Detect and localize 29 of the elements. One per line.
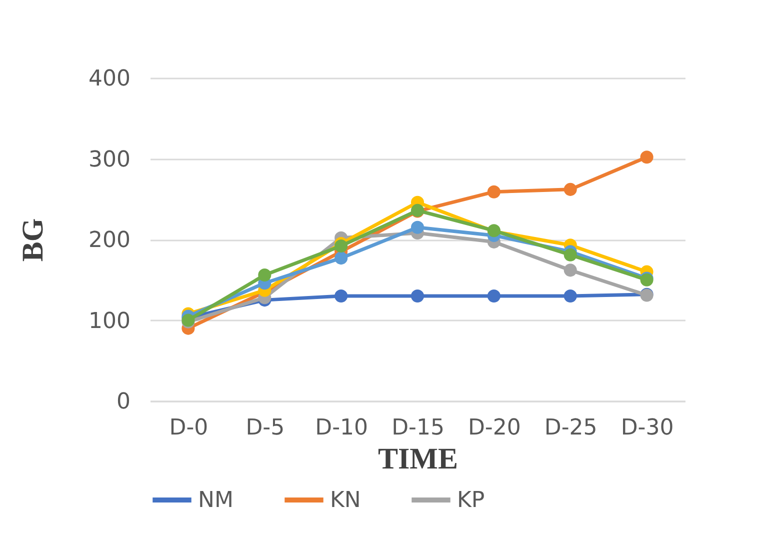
legend-label: KN: [330, 488, 361, 513]
legend-label: KP: [457, 488, 485, 513]
y-tick-label: 0: [116, 390, 130, 414]
point: [564, 264, 577, 277]
y-tick-label: 100: [88, 308, 130, 334]
x-tick-label: D-30: [620, 416, 674, 440]
y-tick-label: 400: [88, 66, 130, 92]
point: [487, 290, 500, 303]
point: [640, 150, 654, 164]
point: [410, 290, 424, 303]
x-tick-label: D-0: [169, 416, 208, 440]
point: [334, 290, 348, 303]
point: [334, 252, 348, 265]
point: [564, 248, 577, 262]
point: [564, 182, 577, 196]
y-axis-title: BG: [16, 218, 50, 262]
y-tick-label: 200: [88, 228, 130, 253]
x-tick-label: D-10: [315, 416, 368, 440]
point: [410, 220, 424, 234]
x-tick-label: D-25: [544, 416, 598, 440]
legend-label: NM: [198, 488, 234, 513]
x-tick-label: D-5: [246, 416, 285, 440]
x-tick-label: D-20: [468, 416, 521, 440]
point: [564, 290, 577, 303]
point: [258, 268, 272, 282]
point: [487, 185, 500, 198]
x-axis-title: TIME: [378, 442, 458, 476]
y-tick-label: 300: [88, 147, 130, 172]
x-tick-label: D-15: [392, 416, 444, 440]
